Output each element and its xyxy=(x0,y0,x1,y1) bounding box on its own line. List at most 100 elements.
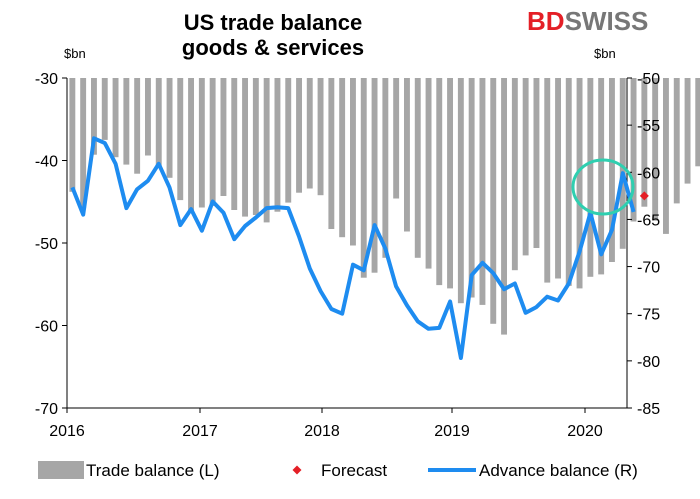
bar xyxy=(436,78,443,286)
bar xyxy=(501,78,507,335)
highlight-circle xyxy=(571,158,635,216)
left-tick-label: -30 xyxy=(35,71,58,88)
bar xyxy=(209,78,216,206)
x-tick-label: 2019 xyxy=(434,423,470,440)
bar xyxy=(425,78,432,269)
bar xyxy=(587,78,594,277)
bar xyxy=(371,78,378,273)
left-tick-label: -60 xyxy=(35,319,58,336)
bar xyxy=(565,78,572,286)
right-tick-label: -75 xyxy=(637,307,660,324)
bar xyxy=(522,78,529,256)
chart-title-line2: goods & services xyxy=(182,35,364,60)
bar xyxy=(619,78,626,249)
bar xyxy=(576,78,583,289)
bar xyxy=(360,78,367,278)
bar xyxy=(188,78,194,212)
brand-logo: BDSWISS xyxy=(527,6,648,36)
bar xyxy=(663,78,669,234)
x-tick-label: 2018 xyxy=(304,423,340,440)
bar xyxy=(306,78,313,189)
x-tick-label: 2020 xyxy=(567,423,603,440)
bar xyxy=(695,78,700,167)
left-tick-label: -40 xyxy=(35,154,58,171)
bar xyxy=(274,78,281,212)
legend-label-trade: Trade balance (L) xyxy=(86,461,220,480)
right-axis-unit: $bn xyxy=(594,46,616,61)
bar xyxy=(511,78,518,271)
bar xyxy=(544,78,551,283)
forecast-point xyxy=(639,191,649,201)
chart-title-line1: US trade balance xyxy=(184,10,363,35)
annotations xyxy=(571,158,649,216)
bar xyxy=(652,78,659,221)
bar xyxy=(468,78,475,298)
bar xyxy=(641,78,648,207)
bar xyxy=(231,78,238,210)
bar xyxy=(177,78,184,201)
bar-series xyxy=(69,78,700,335)
left-tick-label: -70 xyxy=(35,401,58,418)
bar xyxy=(80,78,87,209)
bar xyxy=(263,78,270,223)
axes: -30 -40 -50 -60 -70 -50 -55 -60 -65 -70 -75 -80 -85 2… xyxy=(35,71,660,440)
bar xyxy=(673,78,680,204)
legend: Trade balance (L) Forecast Advance balance… xyxy=(38,461,638,480)
bar xyxy=(555,78,561,279)
x-tick-label: 2017 xyxy=(182,423,218,440)
bar xyxy=(393,78,400,199)
advance-balance-line xyxy=(70,136,636,360)
x-tick-label: 2016 xyxy=(49,423,85,440)
bar xyxy=(457,78,464,304)
bar xyxy=(285,78,292,203)
logo-part-swiss: SWISS xyxy=(565,6,649,36)
bar xyxy=(328,78,335,229)
left-axis-unit: $bn xyxy=(64,46,86,61)
bar xyxy=(317,78,324,196)
bar xyxy=(490,78,497,324)
bar xyxy=(101,78,108,140)
bar xyxy=(350,78,356,246)
bar xyxy=(598,78,605,275)
right-tick-label: -80 xyxy=(637,354,660,371)
bar xyxy=(145,78,151,156)
right-tick-label: -50 xyxy=(637,71,660,88)
bar xyxy=(155,78,162,168)
right-tick-label: -65 xyxy=(637,212,660,229)
bar xyxy=(220,78,227,196)
bar xyxy=(479,78,486,305)
right-tick-label: -55 xyxy=(637,118,660,135)
left-tick-label: -50 xyxy=(35,236,58,253)
line-series xyxy=(70,136,636,360)
svg-text:BDSWISS: BDSWISS xyxy=(527,6,648,36)
bar xyxy=(166,78,173,178)
bar xyxy=(447,78,453,289)
bar xyxy=(198,78,205,208)
bar xyxy=(91,78,97,155)
legend-label-forecast: Forecast xyxy=(321,461,387,480)
legend-swatch-bar xyxy=(38,461,84,479)
right-tick-label: -85 xyxy=(637,401,660,418)
bar xyxy=(339,78,346,238)
bar xyxy=(414,78,421,258)
bar xyxy=(242,78,248,217)
right-tick-label: -60 xyxy=(637,165,660,182)
bar xyxy=(684,78,691,184)
bar xyxy=(69,78,76,192)
right-tick-label: -70 xyxy=(637,260,660,277)
legend-label-advance: Advance balance (R) xyxy=(479,461,638,480)
bar xyxy=(609,78,615,262)
legend-swatch-forecast xyxy=(292,465,302,475)
logo-part-bd: BD xyxy=(527,6,565,36)
bar xyxy=(112,78,119,158)
bar xyxy=(630,78,637,222)
bar xyxy=(533,78,540,248)
bar xyxy=(252,78,259,215)
bar xyxy=(404,78,410,232)
bar xyxy=(382,78,389,258)
bar xyxy=(123,78,130,165)
bar xyxy=(296,78,302,193)
bar xyxy=(134,78,141,174)
